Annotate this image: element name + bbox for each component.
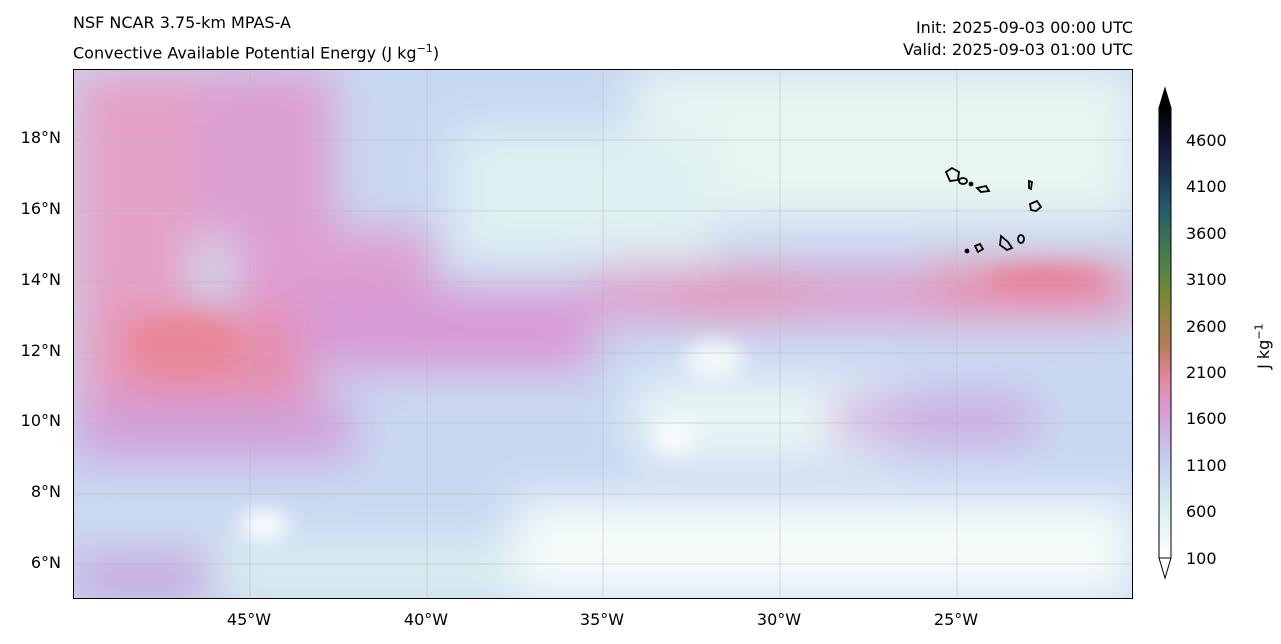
lat-tick: 16°N xyxy=(20,199,61,218)
colorbar-tick: 4600 xyxy=(1186,131,1227,150)
lon-tick: 45°W xyxy=(226,610,272,629)
variable-title-text: Convective Available Potential Energy (J… xyxy=(73,43,417,63)
lon-tick: 30°W xyxy=(756,610,802,629)
lat-tick: 8°N xyxy=(30,482,61,501)
lat-tick: 6°N xyxy=(30,553,61,572)
colorbar-tick: 3600 xyxy=(1186,224,1227,243)
colorbar xyxy=(1158,86,1172,580)
lon-tick: 40°W xyxy=(403,610,449,629)
lat-tick: 14°N xyxy=(20,270,61,289)
cape-verde-islands-outline xyxy=(944,166,1043,254)
model-title: NSF NCAR 3.75-km MPAS-A xyxy=(73,13,291,32)
variable-title-exponent: −1 xyxy=(416,42,433,55)
colorbar-tick: 1600 xyxy=(1186,409,1227,428)
colorbar-label-text: J kg xyxy=(1253,339,1273,369)
gridlines xyxy=(74,70,1132,598)
colorbar-tick: 600 xyxy=(1186,502,1217,521)
lat-tick: 18°N xyxy=(20,128,61,147)
colorbar-max-extend xyxy=(1158,86,1172,109)
lon-tick: 25°W xyxy=(933,610,979,629)
colorbar-label: J kg−1 xyxy=(1253,323,1273,368)
map-panel xyxy=(73,69,1133,599)
colorbar-tick: 3100 xyxy=(1186,270,1227,289)
init-time: Init: 2025-09-03 00:00 UTC xyxy=(915,18,1133,37)
colorbar-tick: 1100 xyxy=(1186,456,1227,475)
variable-title-suffix: ) xyxy=(432,43,440,63)
variable-title: Convective Available Potential Energy (J… xyxy=(73,39,439,63)
colorbar-label-exponent: −1 xyxy=(1252,323,1266,340)
cape-map xyxy=(74,70,1132,598)
cape-detail xyxy=(129,266,1104,539)
lat-tick: 12°N xyxy=(20,341,61,360)
colorbar-tick: 2100 xyxy=(1186,363,1227,382)
colorbar-tick: 4100 xyxy=(1186,177,1227,196)
colorbar-min-extend xyxy=(1158,557,1172,580)
lat-tick: 10°N xyxy=(20,411,61,430)
lon-tick: 35°W xyxy=(579,610,625,629)
colorbar-tick: 2600 xyxy=(1186,317,1227,336)
colorbar-tick: 100 xyxy=(1186,549,1217,568)
valid-time: Valid: 2025-09-03 01:00 UTC xyxy=(902,40,1133,59)
